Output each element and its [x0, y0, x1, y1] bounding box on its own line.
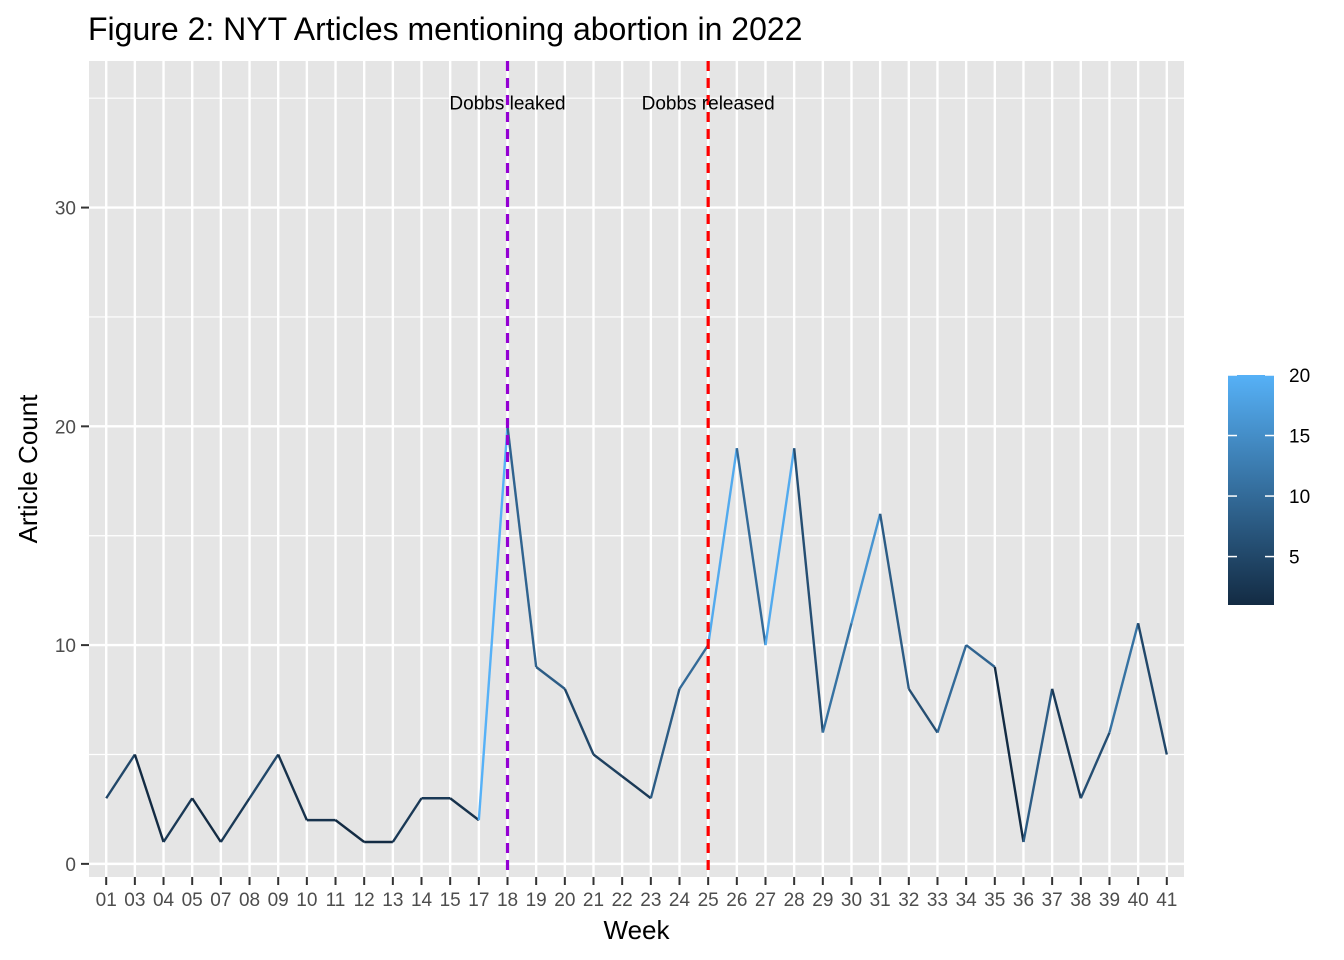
x-tick-label: 15: [440, 890, 461, 911]
x-tick-label: 36: [1013, 890, 1034, 911]
annotation-labels: Dobbs leaked Dobbs released: [449, 94, 774, 115]
line-segment-week-23: [621, 775, 652, 800]
line-segment-week-39: [1079, 732, 1111, 799]
data-line: [105, 426, 1168, 844]
x-tick-label: 23: [640, 890, 661, 911]
x-tick-label: 08: [239, 890, 260, 911]
line-segment-week-25: [678, 644, 710, 690]
x-tick-label: 30: [841, 890, 862, 911]
line-segment-week-08: [219, 797, 251, 843]
line-segment-week-29: [792, 448, 825, 733]
x-tick-label: 24: [669, 890, 691, 911]
line-segment-week-20: [535, 666, 566, 690]
line-segment-week-30: [821, 622, 853, 733]
line-segment-week-32: [878, 513, 911, 690]
line-segment-week-27: [735, 448, 767, 646]
x-tick-label: 38: [1070, 890, 1091, 911]
x-tick-label: 05: [182, 890, 203, 911]
x-tick-label: 19: [526, 890, 547, 911]
axes: 0 10 20 30 01 03 04 05 07 08 09 10 11 12 13 14 15 17 18 19 2…: [55, 199, 1178, 911]
line-segment-week-03: [105, 753, 136, 799]
line-segment-week-22: [592, 753, 623, 778]
line-segment-week-14: [391, 797, 423, 843]
color-legend: 5 10 15 20: [1228, 366, 1310, 605]
line-segment-week-35: [965, 644, 996, 668]
y-tick-label: 30: [55, 199, 76, 220]
x-tick-label: 01: [96, 890, 117, 911]
x-tick-label: 40: [1128, 890, 1149, 911]
legend-color-bar: [1228, 375, 1274, 605]
x-tick-label: 17: [468, 890, 489, 911]
line-segment-week-10: [277, 754, 308, 821]
legend-tick-label: 10: [1289, 487, 1310, 508]
line-segment-week-12: [334, 819, 365, 843]
line-segment-week-40: [1108, 622, 1140, 733]
x-tick-label: 28: [784, 890, 805, 911]
x-tick-label: 41: [1156, 890, 1177, 911]
line-segment-week-28: [764, 448, 796, 646]
x-tick-label: 21: [583, 890, 604, 911]
grid-lines: [89, 61, 1184, 877]
x-tick-label: 31: [870, 890, 891, 911]
legend-tick-label: 5: [1289, 548, 1300, 569]
line-segment-week-05: [162, 797, 194, 843]
x-tick-label: 35: [984, 890, 1005, 911]
line-segment-week-34: [936, 644, 968, 733]
line-segment-week-18: [477, 426, 509, 821]
line-segment-week-26: [706, 448, 739, 646]
x-tick-label: 26: [726, 890, 747, 911]
line-segment-week-04: [133, 754, 165, 843]
line-segment-week-37: [1022, 688, 1054, 843]
x-tick-label: 07: [210, 890, 231, 911]
line-segment-week-21: [563, 688, 595, 755]
x-tick-label: 03: [124, 890, 145, 911]
plot-panel: [89, 61, 1184, 877]
x-tick-label: 33: [927, 890, 948, 911]
x-tick-label: 22: [612, 890, 633, 911]
x-tick-label: 13: [382, 890, 403, 911]
annotation-label-1: Dobbs released: [642, 94, 775, 115]
line-segment-week-24: [649, 688, 681, 799]
line-segment-week-41: [1136, 622, 1168, 755]
x-tick-label: 20: [554, 890, 575, 911]
x-tick-label: 12: [354, 890, 375, 911]
x-tick-label: 29: [812, 890, 833, 911]
x-tick-label: 11: [326, 890, 346, 911]
line-segment-week-19: [506, 426, 538, 668]
y-axis-title: Article Count: [13, 394, 43, 544]
line-segment-week-33: [907, 688, 939, 734]
annotation-lines: [505, 61, 710, 877]
x-tick-label: 18: [497, 890, 518, 911]
line-segment-week-07: [191, 797, 222, 843]
x-tick-label: 32: [898, 890, 919, 911]
line-segment-week-17: [449, 797, 480, 822]
annotation-label-0: Dobbs leaked: [449, 94, 565, 115]
x-tick-label: 39: [1099, 890, 1120, 911]
legend-tick-label: 15: [1289, 427, 1310, 448]
x-tick-label: 25: [698, 890, 719, 911]
line-segment-week-36: [993, 666, 1025, 843]
y-tick-label: 10: [55, 636, 76, 657]
line-segment-week-31: [850, 513, 882, 624]
line-segment-week-38: [1050, 688, 1082, 799]
x-tick-label: 27: [755, 890, 776, 911]
y-tick-label: 20: [55, 417, 76, 438]
x-axis-title: Week: [604, 915, 671, 945]
x-tick-label: 04: [153, 890, 175, 911]
x-tick-label: 37: [1042, 890, 1063, 911]
x-tick-label: 10: [296, 890, 317, 911]
chart-title: Figure 2: NYT Articles mentioning aborti…: [88, 11, 802, 47]
x-tick-label: 09: [268, 890, 289, 911]
x-tick-label: 14: [411, 890, 433, 911]
y-tick-label: 0: [65, 855, 76, 876]
legend-tick-label: 20: [1289, 366, 1310, 387]
line-segment-week-09: [248, 753, 280, 799]
x-tick-label: 34: [956, 890, 978, 911]
